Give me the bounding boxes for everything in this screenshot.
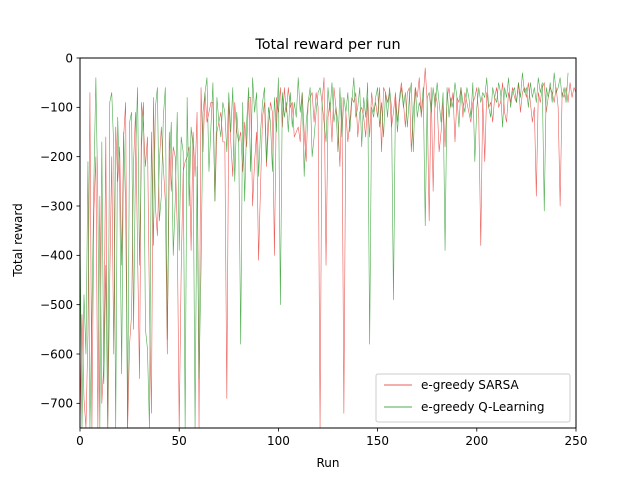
- y-axis-ticks: 0 −100 −200 −300 −400 −500 −600 −700: [40, 51, 80, 411]
- y-tick-label: 0: [65, 51, 73, 65]
- chart-title: Total reward per run: [254, 37, 400, 53]
- legend-label-q-learning: e-greedy Q-Learning: [421, 400, 545, 414]
- series-line-0: [80, 67, 576, 428]
- legend-box: [375, 373, 571, 423]
- x-tick-label: 100: [267, 434, 290, 448]
- plot-frame: [79, 57, 577, 429]
- legend-label-sarsa: e-greedy SARSA: [421, 378, 520, 392]
- x-tick-label: 0: [76, 434, 84, 448]
- legend: e-greedy SARSA e-greedy Q-Learning: [375, 373, 571, 423]
- series-line-1: [80, 72, 569, 428]
- series-layer: [80, 67, 576, 428]
- x-tick-label: 150: [366, 434, 389, 448]
- y-tick-label: −700: [40, 397, 73, 411]
- x-tick-label: 50: [172, 434, 187, 448]
- y-tick-label: −500: [40, 298, 73, 312]
- y-tick-label: −300: [40, 199, 73, 213]
- x-tick-label: 200: [465, 434, 488, 448]
- y-axis-label: Total reward: [11, 203, 25, 277]
- y-tick-label: −100: [40, 101, 73, 115]
- y-tick-label: −600: [40, 347, 73, 361]
- y-tick-label: −200: [40, 150, 73, 164]
- y-tick-label: −400: [40, 249, 73, 263]
- x-axis-label: Run: [316, 456, 339, 470]
- x-tick-label: 250: [565, 434, 588, 448]
- x-axis-ticks: 0 50 100 150 200 250: [76, 428, 587, 448]
